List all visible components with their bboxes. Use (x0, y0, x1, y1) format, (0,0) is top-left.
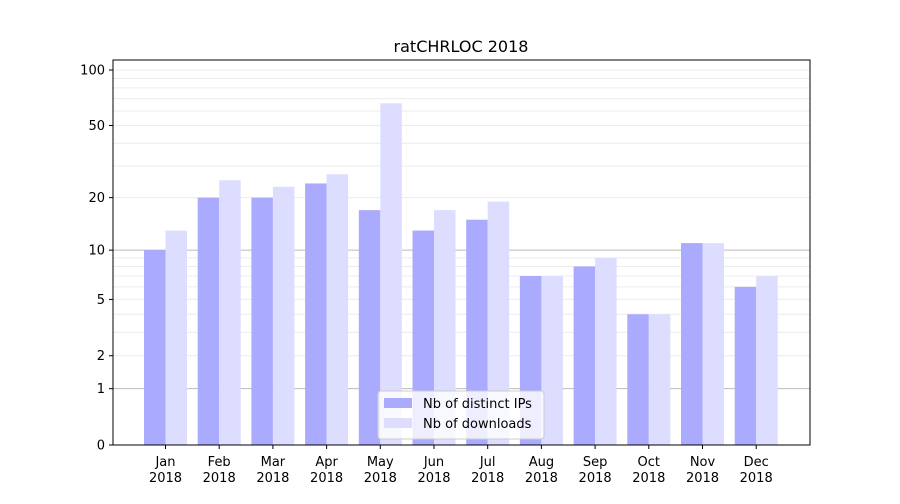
x-tick-label: Sep 2018 (579, 455, 612, 486)
legend: Nb of distinct IPs Nb of downloads (377, 390, 545, 440)
y-tick-label: 10 (88, 244, 105, 259)
bar-distinct-ips (358, 210, 381, 445)
bar-downloads (434, 210, 456, 445)
x-tick-label: Jun 2018 (417, 455, 450, 486)
bar-distinct-ips (734, 286, 757, 445)
chart-title: ratCHRLOC 2018 (394, 37, 529, 56)
bar-downloads (380, 103, 402, 446)
bar-downloads (326, 174, 349, 445)
bar-downloads (648, 314, 671, 445)
bar-distinct-ips (627, 314, 649, 445)
x-tick-label: May 2018 (364, 455, 397, 486)
bar-downloads (165, 230, 187, 445)
x-axis: Jan 2018 Feb 2018 Mar 2018 Apr 2018 May 2018 Jun 20… (149, 445, 773, 486)
y-tick-label: 50 (88, 119, 105, 134)
bar-distinct-ips (197, 197, 220, 445)
legend-label: Nb of downloads (423, 417, 532, 432)
legend-label: Nb of distinct IPs (423, 397, 532, 412)
legend-swatch (384, 398, 412, 408)
x-tick-label: Feb 2018 (203, 455, 236, 486)
bar-distinct-ips (144, 250, 166, 445)
x-tick-label: Apr 2018 (310, 455, 343, 486)
y-axis: 0 1 2 5 10 20 50 100 (80, 63, 113, 454)
bar-distinct-ips (305, 183, 327, 445)
bar-distinct-ips (681, 243, 703, 445)
y-tick-label: 100 (80, 63, 105, 78)
bar-distinct-ips (251, 197, 273, 445)
bar-downloads (595, 257, 617, 445)
legend-box (377, 390, 545, 440)
bar-downloads (541, 276, 563, 445)
bar-downloads (756, 276, 778, 445)
y-tick-label: 1 (97, 382, 105, 397)
y-tick-label: 2 (97, 349, 105, 364)
bar-downloads (702, 243, 724, 445)
bar-downloads (487, 201, 510, 445)
bars (144, 103, 778, 446)
bar-downloads (219, 180, 241, 445)
x-tick-label: Oct 2018 (632, 455, 665, 486)
plot-frame (112, 59, 811, 446)
bar-downloads (272, 186, 295, 445)
bar-distinct-ips (573, 266, 596, 445)
x-tick-label: Nov 2018 (686, 455, 719, 486)
x-tick-label: Dec 2018 (740, 455, 773, 486)
y-tick-label: 0 (97, 439, 105, 454)
x-tick-label: Jan 2018 (149, 455, 182, 486)
x-tick-label: Jul 2018 (471, 455, 504, 486)
y-tick-label: 5 (97, 293, 105, 308)
x-tick-label: Mar 2018 (256, 455, 289, 486)
y-tick-label: 20 (88, 191, 105, 206)
x-tick-label: Aug 2018 (525, 455, 558, 486)
bar-distinct-ips (466, 219, 488, 445)
legend-swatch (384, 418, 412, 428)
